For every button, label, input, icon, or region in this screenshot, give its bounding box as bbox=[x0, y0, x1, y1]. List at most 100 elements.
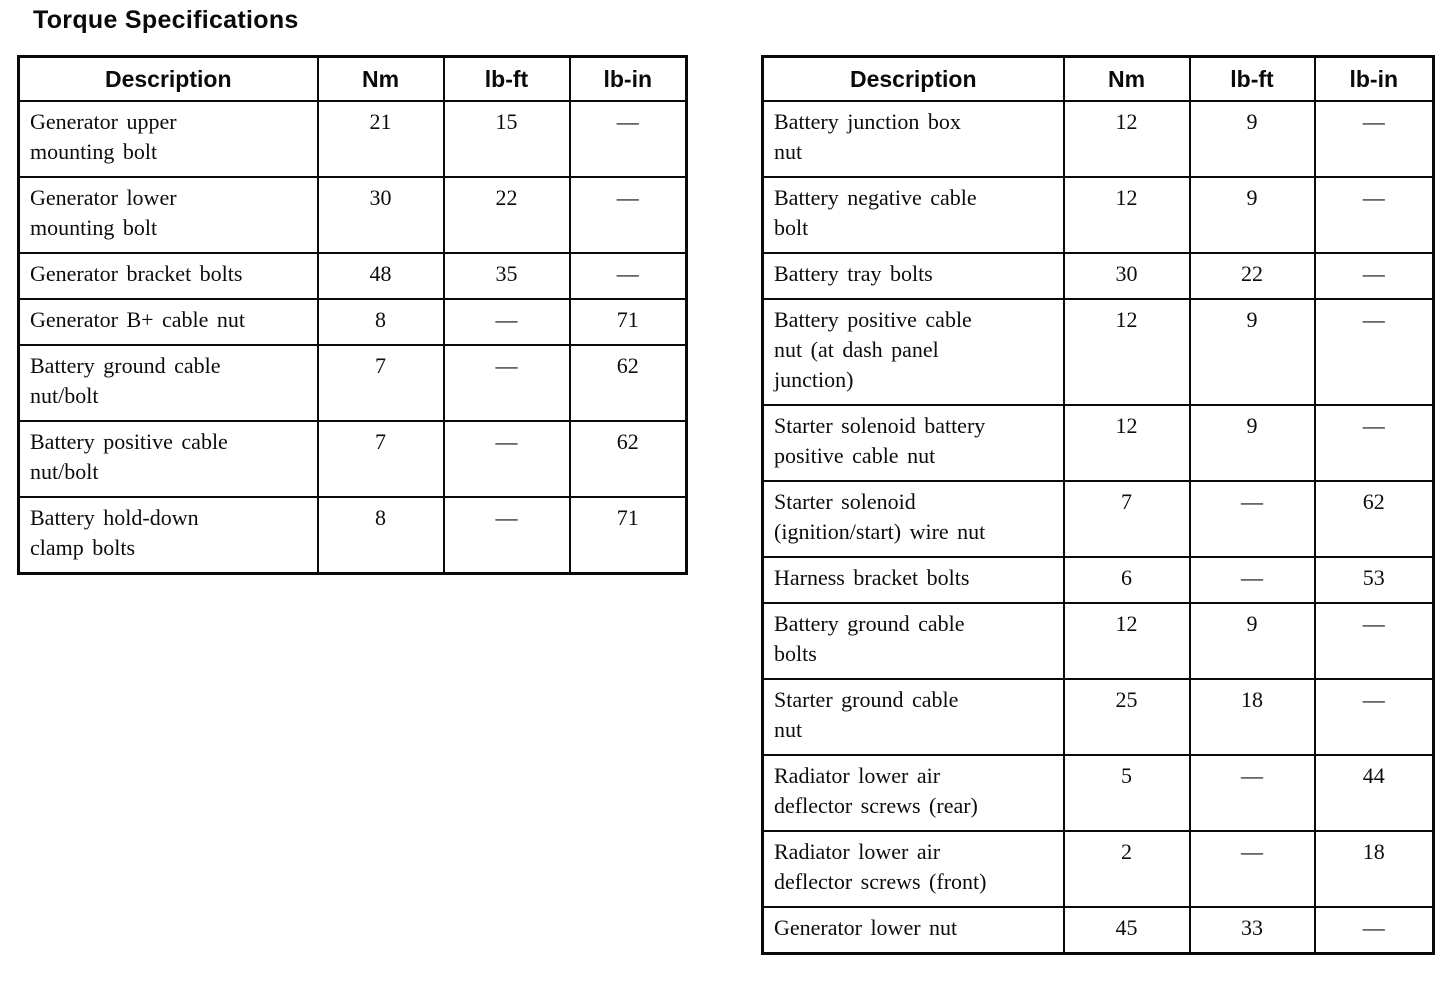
nm-value: 7 bbox=[316, 420, 445, 498]
lb-in-value: — bbox=[1313, 298, 1435, 406]
description-cell: Generator lower mounting bolt bbox=[17, 176, 319, 254]
column-header-lb-in: lb-in bbox=[1313, 55, 1435, 102]
table-row: Battery ground cable nut/bolt 7—62 bbox=[17, 344, 688, 422]
column-header-description: Description bbox=[761, 55, 1065, 102]
lb-ft-value: — bbox=[1188, 754, 1316, 832]
lb-ft-value: — bbox=[1188, 556, 1316, 604]
description-cell: Generator B+ cable nut bbox=[17, 298, 319, 346]
description-cell: Generator upper mounting bolt bbox=[17, 100, 319, 178]
lb-in-value: — bbox=[1313, 176, 1435, 254]
lb-ft-value: 22 bbox=[442, 176, 571, 254]
lb-ft-value: 9 bbox=[1188, 404, 1316, 482]
lb-ft-value: 9 bbox=[1188, 298, 1316, 406]
nm-value: 12 bbox=[1062, 100, 1191, 178]
column-header-lb-in: lb-in bbox=[568, 55, 688, 102]
lb-ft-value: 9 bbox=[1188, 176, 1316, 254]
description-cell: Battery ground cable bolts bbox=[761, 602, 1065, 680]
lb-in-value: — bbox=[1313, 252, 1435, 300]
description-cell: Battery negative cable bolt bbox=[761, 176, 1065, 254]
description-cell: Starter solenoid (ignition/start) wire n… bbox=[761, 480, 1065, 558]
nm-value: 48 bbox=[316, 252, 445, 300]
description-cell: Battery hold-down clamp bolts bbox=[17, 496, 319, 575]
nm-value: 7 bbox=[316, 344, 445, 422]
lb-ft-value: 22 bbox=[1188, 252, 1316, 300]
lb-ft-value: — bbox=[442, 420, 571, 498]
right-torque-table: Description Nm lb-ft lb-in Battery junction … bbox=[761, 55, 1435, 955]
nm-value: 25 bbox=[1062, 678, 1191, 756]
lb-ft-value: — bbox=[442, 298, 571, 346]
table-row: Generator lower mounting bolt 30 22— bbox=[17, 176, 688, 254]
description-cell: Battery positive cable nut (at dash pane… bbox=[761, 298, 1065, 406]
header-row: Description Nm lb-ft lb-in bbox=[17, 55, 688, 102]
lb-in-value: — bbox=[1313, 678, 1435, 756]
left-torque-table: Description Nm lb-ft lb-in Generator upper m… bbox=[17, 55, 688, 575]
lb-in-value: 44 bbox=[1313, 754, 1435, 832]
lb-ft-value: 35 bbox=[442, 252, 571, 300]
description-cell: Radiator lower air deflector screws (fro… bbox=[761, 830, 1065, 908]
lb-ft-value: 9 bbox=[1188, 602, 1316, 680]
nm-value: 12 bbox=[1062, 298, 1191, 406]
description-cell: Battery junction box nut bbox=[761, 100, 1065, 178]
table-row: Battery ground cable bolts 12 9— bbox=[761, 602, 1435, 680]
lb-ft-value: — bbox=[1188, 480, 1316, 558]
lb-ft-value: — bbox=[442, 496, 571, 575]
nm-value: 8 bbox=[316, 298, 445, 346]
lb-in-value: — bbox=[568, 176, 688, 254]
nm-value: 12 bbox=[1062, 404, 1191, 482]
lb-in-value: 62 bbox=[1313, 480, 1435, 558]
lb-in-value: — bbox=[1313, 404, 1435, 482]
lb-ft-value: 15 bbox=[442, 100, 571, 178]
description-cell: Radiator lower air deflector screws (rea… bbox=[761, 754, 1065, 832]
table-row: Generator lower nut 45 33— bbox=[761, 906, 1435, 955]
table-row: Starter ground cable nut 25 18— bbox=[761, 678, 1435, 756]
description-cell: Generator lower nut bbox=[761, 906, 1065, 955]
nm-value: 30 bbox=[316, 176, 445, 254]
lb-in-value: — bbox=[1313, 602, 1435, 680]
table-row: Battery tray bolts 30 22— bbox=[761, 252, 1435, 300]
nm-value: 12 bbox=[1062, 602, 1191, 680]
table-row: Battery positive cable nut/bolt 7—62 bbox=[17, 420, 688, 498]
lb-ft-value: 33 bbox=[1188, 906, 1316, 955]
nm-value: 6 bbox=[1062, 556, 1191, 604]
lb-ft-value: 9 bbox=[1188, 100, 1316, 178]
lb-in-value: 71 bbox=[568, 298, 688, 346]
column-header-lb-ft: lb-ft bbox=[1188, 55, 1316, 102]
column-header-description: Description bbox=[17, 55, 319, 102]
lb-in-value: — bbox=[568, 252, 688, 300]
table-row: Battery negative cable bolt 12 9— bbox=[761, 176, 1435, 254]
lb-in-value: 53 bbox=[1313, 556, 1435, 604]
nm-value: 30 bbox=[1062, 252, 1191, 300]
table-row: Harness bracket bolts 6—53 bbox=[761, 556, 1435, 604]
nm-value: 21 bbox=[316, 100, 445, 178]
table-row: Battery positive cable nut (at dash pane… bbox=[761, 298, 1435, 406]
column-header-lb-ft: lb-ft bbox=[442, 55, 571, 102]
lb-in-value: 71 bbox=[568, 496, 688, 575]
nm-value: 2 bbox=[1062, 830, 1191, 908]
lb-in-value: — bbox=[1313, 100, 1435, 178]
table-row: Starter solenoid (ignition/start) wire n… bbox=[761, 480, 1435, 558]
table-row: Generator bracket bolts 48 35— bbox=[17, 252, 688, 300]
table-row: Radiator lower air deflector screws (fro… bbox=[761, 830, 1435, 908]
column-header-nm: Nm bbox=[316, 55, 445, 102]
column-header-nm: Nm bbox=[1062, 55, 1191, 102]
lb-in-value: 62 bbox=[568, 344, 688, 422]
description-cell: Battery ground cable nut/bolt bbox=[17, 344, 319, 422]
description-cell: Starter ground cable nut bbox=[761, 678, 1065, 756]
lb-ft-value: — bbox=[442, 344, 571, 422]
nm-value: 7 bbox=[1062, 480, 1191, 558]
nm-value: 8 bbox=[316, 496, 445, 575]
description-cell: Battery positive cable nut/bolt bbox=[17, 420, 319, 498]
table-row: Generator B+ cable nut 8—71 bbox=[17, 298, 688, 346]
lb-in-value: 62 bbox=[568, 420, 688, 498]
lb-ft-value: — bbox=[1188, 830, 1316, 908]
table-row: Radiator lower air deflector screws (rea… bbox=[761, 754, 1435, 832]
lb-in-value: 18 bbox=[1313, 830, 1435, 908]
nm-value: 5 bbox=[1062, 754, 1191, 832]
table-row: Battery hold-down clamp bolts 8—71 bbox=[17, 496, 688, 575]
header-row: Description Nm lb-ft lb-in bbox=[761, 55, 1435, 102]
nm-value: 12 bbox=[1062, 176, 1191, 254]
lb-in-value: — bbox=[1313, 906, 1435, 955]
description-cell: Harness bracket bolts bbox=[761, 556, 1065, 604]
lb-ft-value: 18 bbox=[1188, 678, 1316, 756]
description-cell: Starter solenoid battery positive cable … bbox=[761, 404, 1065, 482]
